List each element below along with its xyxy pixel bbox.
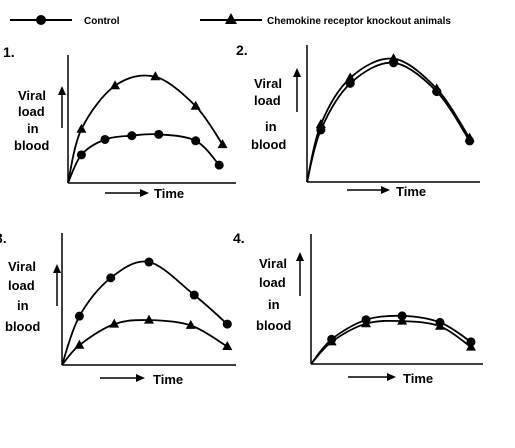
knockout-data-point xyxy=(110,80,121,90)
knockout-series-line xyxy=(67,74,224,184)
panel-1-x-arrow-head xyxy=(140,189,149,197)
panel-4: 4. Viral load in blood Time xyxy=(233,230,433,386)
ylabel-line: load xyxy=(18,104,45,119)
knockout-data-point xyxy=(326,336,337,346)
knockout-data-point xyxy=(144,314,154,324)
knockout-data-point xyxy=(76,123,87,133)
knockout-data-point xyxy=(464,132,475,142)
knockout-series-line xyxy=(310,319,472,365)
panel-2-x-arrow-head xyxy=(381,186,390,194)
control-data-point xyxy=(74,311,84,321)
control-series-line xyxy=(306,61,471,183)
legend-control-marker xyxy=(36,15,46,25)
panel-3-x-arrow-head xyxy=(136,374,145,382)
control-data-point xyxy=(76,150,86,160)
legend-control-label: Control xyxy=(84,16,120,27)
control-data-point xyxy=(222,319,232,329)
control-data-point xyxy=(189,290,199,300)
legend-knockout-label: Chemokine receptor knockout animals xyxy=(267,16,451,27)
panel-1-xlabel: Time xyxy=(154,186,184,201)
ylabel-line: blood xyxy=(5,319,40,334)
control-data-point xyxy=(214,160,224,170)
panel-3-plot xyxy=(61,233,236,366)
panel-3: 3. Viral load in blood Time xyxy=(0,230,183,387)
control-data-point xyxy=(191,136,201,146)
panel-1-ylabel: Viral load in blood xyxy=(14,88,49,153)
knockout-data-point xyxy=(431,83,442,93)
ylabel-line: Viral xyxy=(18,88,46,103)
panel-2: 2. Viral load in blood Time xyxy=(236,42,426,199)
panel-4-label: 4. xyxy=(233,230,245,246)
knockout-data-point xyxy=(109,318,120,328)
panel-2-label: 2. xyxy=(236,42,248,58)
ylabel-line: in xyxy=(268,297,280,312)
knockout-data-point xyxy=(185,319,196,329)
panel-4-y-arrow-head xyxy=(296,252,304,261)
knockout-data-point xyxy=(397,315,408,325)
ylabel-line: blood xyxy=(251,137,286,152)
panel-2-plot xyxy=(306,45,480,183)
knockout-data-point xyxy=(361,318,372,328)
legend: Control Chemokine receptor knockout anim… xyxy=(10,13,451,27)
panel-1-y-arrow-head xyxy=(58,86,66,95)
ylabel-line: in xyxy=(265,119,277,134)
legend-knockout-marker xyxy=(225,13,237,24)
panel-1: 1. Viral load in blood Time xyxy=(3,44,184,201)
ylabel-line: load xyxy=(8,278,35,293)
knockout-data-point xyxy=(465,341,476,351)
knockout-data-point xyxy=(217,139,228,149)
control-data-point xyxy=(144,257,154,267)
knockout-data-point xyxy=(388,53,399,63)
panel-1-label: 1. xyxy=(3,44,15,60)
control-data-point xyxy=(154,129,164,139)
control-series-line xyxy=(61,260,228,366)
knockout-series-line xyxy=(61,319,228,366)
knockout-series-line xyxy=(306,57,471,183)
control-data-point xyxy=(106,273,116,283)
knockout-data-point xyxy=(190,100,201,110)
ylabel-line: load xyxy=(254,93,281,108)
ylabel-line: load xyxy=(259,275,286,290)
ylabel-line: in xyxy=(27,121,39,136)
ylabel-line: Viral xyxy=(254,76,282,91)
panel-1-plot xyxy=(67,55,236,184)
control-data-point xyxy=(100,134,110,144)
panel-3-label: 3. xyxy=(0,230,7,246)
panel-4-xlabel: Time xyxy=(403,371,433,386)
panel-3-ylabel: Viral load in blood xyxy=(5,259,40,334)
ylabel-line: Viral xyxy=(259,256,287,271)
panel-4-x-arrow-head xyxy=(387,373,396,381)
ylabel-line: blood xyxy=(14,138,49,153)
knockout-data-point xyxy=(74,339,85,349)
panel-2-y-arrow-head xyxy=(293,68,301,77)
ylabel-line: Viral xyxy=(8,259,36,274)
panel-3-y-arrow-head xyxy=(53,264,61,273)
panel-2-ylabel: Viral load in blood xyxy=(251,76,286,152)
ylabel-line: in xyxy=(17,298,29,313)
knockout-data-point xyxy=(222,341,233,351)
panel-2-xlabel: Time xyxy=(396,184,426,199)
control-data-point xyxy=(127,131,137,141)
panel-4-ylabel: Viral load in blood xyxy=(256,256,291,333)
panel-4-plot xyxy=(310,234,483,365)
knockout-data-point xyxy=(435,320,445,330)
panel-3-xlabel: Time xyxy=(153,372,183,387)
knockout-data-point xyxy=(150,71,161,81)
knockout-data-point xyxy=(315,118,326,128)
ylabel-line: blood xyxy=(256,318,291,333)
knockout-data-point xyxy=(345,72,356,82)
